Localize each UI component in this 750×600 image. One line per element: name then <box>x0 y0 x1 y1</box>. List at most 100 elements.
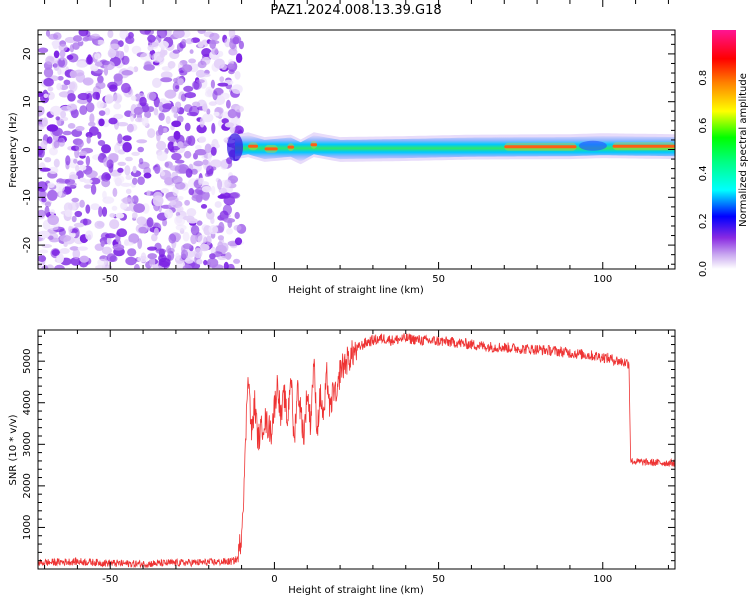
noise-blob <box>218 221 225 233</box>
noise-blob <box>176 215 183 224</box>
noise-blob <box>174 164 186 174</box>
noise-blob <box>171 146 181 151</box>
x-tick-label: -50 <box>102 574 118 585</box>
noise-blob <box>59 234 72 242</box>
noise-blob <box>156 140 167 151</box>
noise-blob <box>153 227 159 236</box>
noise-blob <box>104 173 111 181</box>
noise-blob <box>65 155 71 166</box>
noise-blob <box>208 225 219 235</box>
noise-blob <box>210 79 215 89</box>
colorbar-ticks: 0.0 0.2 0.4 0.6 0.8 <box>698 70 709 277</box>
noise-blob <box>205 86 214 95</box>
colorbar-tick-label: 0.8 <box>698 70 709 86</box>
noise-blob <box>214 201 222 208</box>
noise-blob <box>233 258 241 264</box>
noise-blob <box>74 210 83 218</box>
noise-blob <box>198 177 203 186</box>
noise-blob <box>137 238 143 250</box>
spectrogram-plot-area <box>38 30 675 269</box>
snr-frame <box>37 329 676 570</box>
noise-blob <box>152 77 162 88</box>
noise-blob <box>113 113 124 120</box>
noise-blob <box>164 208 174 219</box>
colorbar-tick-label: 0.6 <box>698 118 709 134</box>
noise-blob <box>44 157 52 163</box>
noise-blob <box>77 92 90 101</box>
noise-blob <box>86 136 91 144</box>
noise-blob <box>201 186 212 193</box>
noise-blob <box>122 142 132 153</box>
noise-blob <box>51 40 62 48</box>
noise-blob <box>164 177 174 186</box>
noise-blob <box>113 175 125 184</box>
noise-blob <box>121 82 131 94</box>
noise-blob <box>59 50 66 58</box>
noise-blob <box>234 237 243 246</box>
noise-blob <box>124 165 131 176</box>
noise-blob <box>101 174 106 182</box>
noise-blob <box>58 91 71 98</box>
noise-blob <box>121 70 134 76</box>
noise-blob <box>234 211 240 220</box>
noise-blob <box>218 187 227 194</box>
noise-blob <box>133 263 140 269</box>
noise-blob <box>166 245 172 254</box>
noise-blob <box>154 163 161 174</box>
noise-blob <box>51 249 60 256</box>
noise-blob <box>149 256 156 268</box>
noise-blob <box>68 225 73 233</box>
noise-blob <box>133 106 144 115</box>
noise-blob <box>174 159 185 164</box>
noise-blob <box>132 177 138 185</box>
colorbar-tick-label: 0.0 <box>698 261 709 277</box>
noise-blob <box>85 102 95 113</box>
noise-blob <box>62 130 72 136</box>
noise-blob <box>89 126 99 136</box>
noise-blob <box>155 248 167 254</box>
noise-blob <box>66 103 78 111</box>
noise-blob <box>71 215 77 223</box>
noise-blob <box>175 224 187 231</box>
noise-blob <box>57 68 62 76</box>
noise-blob <box>70 108 79 119</box>
noise-blob <box>112 244 125 251</box>
signal-core-glow <box>504 142 577 151</box>
noise-blob <box>75 165 80 172</box>
chart-title: PAZ1.2024.008.13.39.G18 <box>270 3 441 18</box>
noise-blob <box>88 121 96 127</box>
noise-blob <box>106 253 117 263</box>
noise-blob <box>171 152 182 161</box>
noise-blob <box>53 50 60 59</box>
y-tick-label: 5000 <box>22 348 33 373</box>
noise-blob <box>71 197 79 203</box>
spectrogram-x-axis-label: Height of straight line (km) <box>288 285 424 296</box>
noise-blob <box>217 82 229 87</box>
noise-blob <box>207 151 212 162</box>
spectrogram-panel: -50 0 50 100 -20 -10 0 10 20 Height of straight … <box>8 0 676 296</box>
noise-blob <box>73 222 85 228</box>
noise-blob <box>222 204 232 216</box>
noise-blob <box>92 91 100 100</box>
noise-blob <box>184 122 191 132</box>
noise-blob <box>64 209 73 217</box>
noise-blob <box>214 143 220 149</box>
signal-core-glow <box>310 140 318 149</box>
signal-band <box>235 135 675 162</box>
noise-blob <box>122 196 135 205</box>
noise-blob <box>202 113 214 123</box>
noise-blob <box>209 159 222 168</box>
noise-blob <box>146 190 151 196</box>
noise-blob <box>199 243 210 252</box>
noise-blob <box>56 253 64 264</box>
noise-blob <box>72 248 81 260</box>
noise-blob <box>221 118 229 124</box>
noise-blob <box>139 30 151 35</box>
noise-blob <box>181 38 187 45</box>
noise-blob <box>66 181 77 188</box>
noise-blob <box>209 39 217 49</box>
noise-blob <box>175 101 182 109</box>
noise-blob <box>140 252 147 261</box>
noise-blob <box>160 171 166 177</box>
noise-blob <box>158 124 164 136</box>
